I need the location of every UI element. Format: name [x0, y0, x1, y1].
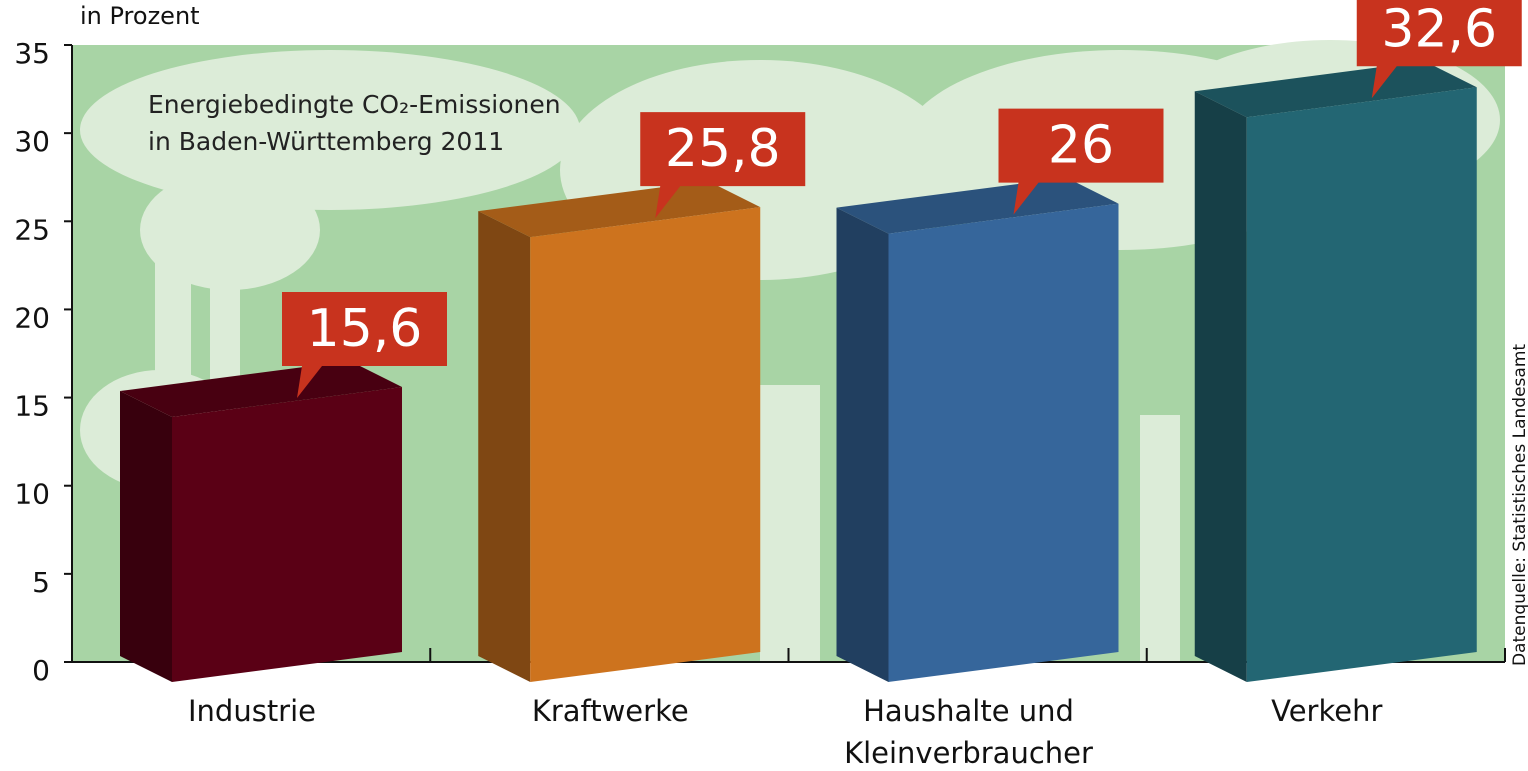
y-tick-label: 10 — [14, 478, 50, 511]
bar-top — [478, 181, 761, 238]
y-tick-label: 25 — [14, 213, 50, 246]
value-label-box — [282, 291, 447, 398]
chart-title: Energiebedingte CO₂-Emissionen — [148, 90, 561, 119]
x-tick-label: Industrie — [188, 694, 316, 728]
value-label-box — [998, 108, 1164, 215]
y-tick-label: 30 — [14, 125, 50, 158]
y-tick-label: 15 — [14, 390, 50, 423]
bar-top — [836, 177, 1119, 234]
value-label: 32,6 — [1381, 0, 1497, 59]
y-axis-label: in Prozent — [80, 2, 200, 30]
bar-side — [836, 207, 889, 682]
x-tick-label: Kraftwerke — [532, 694, 689, 728]
bar-top — [120, 360, 402, 417]
bar — [1246, 87, 1477, 682]
x-tick-label: Kleinverbraucher — [844, 736, 1093, 770]
value-label: 15,6 — [307, 299, 423, 359]
value-label-box — [1356, 0, 1522, 99]
x-tick-label: Haushalte und — [863, 694, 1074, 728]
value-label: 26 — [1048, 116, 1114, 176]
bar-side — [120, 390, 172, 682]
chart-title: in Baden-Württemberg 2011 — [148, 127, 504, 156]
bar — [530, 207, 761, 682]
value-label: 25,8 — [665, 119, 781, 179]
value-label-box — [640, 112, 806, 219]
bar-top — [1194, 61, 1477, 118]
y-tick-label: 20 — [14, 301, 50, 334]
x-tick-label: Verkehr — [1271, 694, 1382, 728]
source: Datenquelle: Statistisches Landesamt — [1510, 344, 1528, 666]
bar — [888, 203, 1119, 682]
y-tick-label: 35 — [14, 37, 50, 70]
y-tick-label: 5 — [32, 566, 50, 599]
y-tick-label: 0 — [32, 654, 50, 687]
bar-side — [478, 211, 531, 682]
bar — [172, 386, 402, 682]
bar-side — [1194, 91, 1247, 682]
